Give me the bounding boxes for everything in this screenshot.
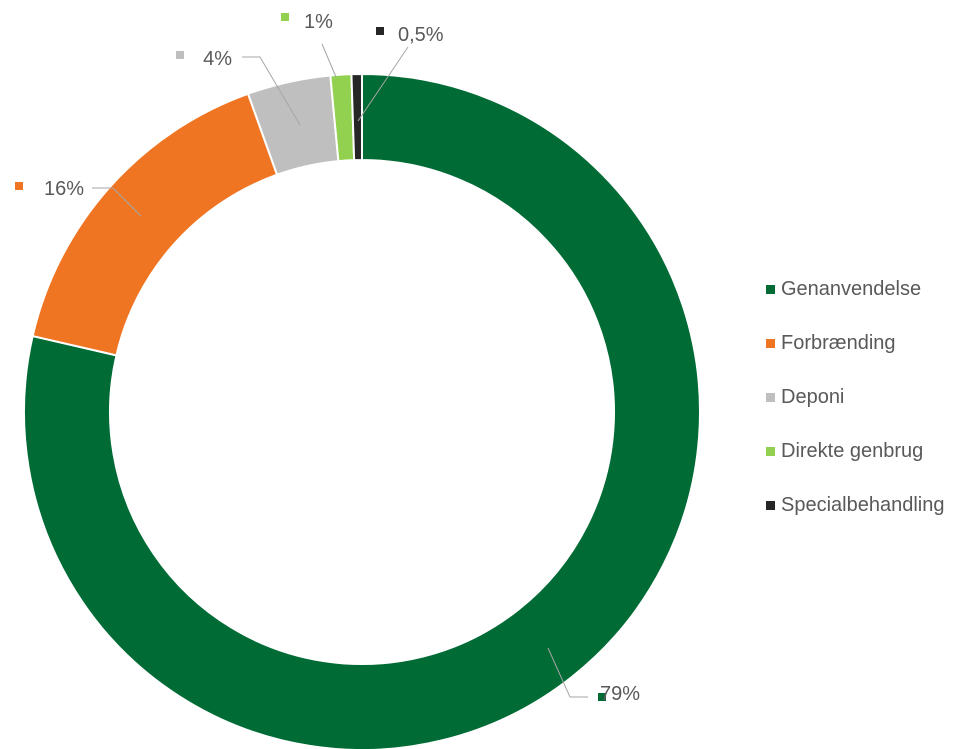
legend-swatch [766,392,775,402]
slice-forbr-nding [31,92,279,357]
legend-item-direkte-genbrug: Direkte genbrug [766,424,944,478]
legend-swatch [766,338,775,348]
leader-line [321,43,337,78]
data-label: 79% [600,683,640,705]
leader-line [242,56,301,126]
legend-label: Forbrænding [781,331,896,354]
legend-label: Genanvendelse [781,277,922,300]
legend-swatch [766,446,775,456]
data-label-swatch [176,51,184,59]
leader-line [547,647,588,698]
legend-item-genanvendelse: Genanvendelse [766,262,944,316]
data-label: 0,5% [398,24,444,46]
data-label-swatch [376,27,384,35]
data-label: 4% [203,48,232,70]
legend-label: Deponi [781,385,845,408]
legend-swatch [766,500,775,510]
leader-line [357,46,409,122]
legend-label: Specialbehandling [781,493,945,516]
data-label-swatch [598,693,606,701]
slice-genanvendelse [23,72,701,749]
legend-label: Direkte genbrug [781,439,924,462]
leader-line [92,187,142,217]
data-label-swatch [281,13,289,21]
legend-swatch [766,284,775,294]
legend-item-forbraending: Forbrænding [766,316,944,370]
data-label-swatch [15,182,23,190]
data-label: 1% [304,11,333,33]
legend: Genanvendelse Forbrænding Deponi Direkte… [766,262,944,532]
slice-specialbehandling [350,72,363,162]
data-label: 16% [44,178,84,200]
legend-item-specialbehandling: Specialbehandling [766,478,944,532]
legend-item-deponi: Deponi [766,370,944,424]
